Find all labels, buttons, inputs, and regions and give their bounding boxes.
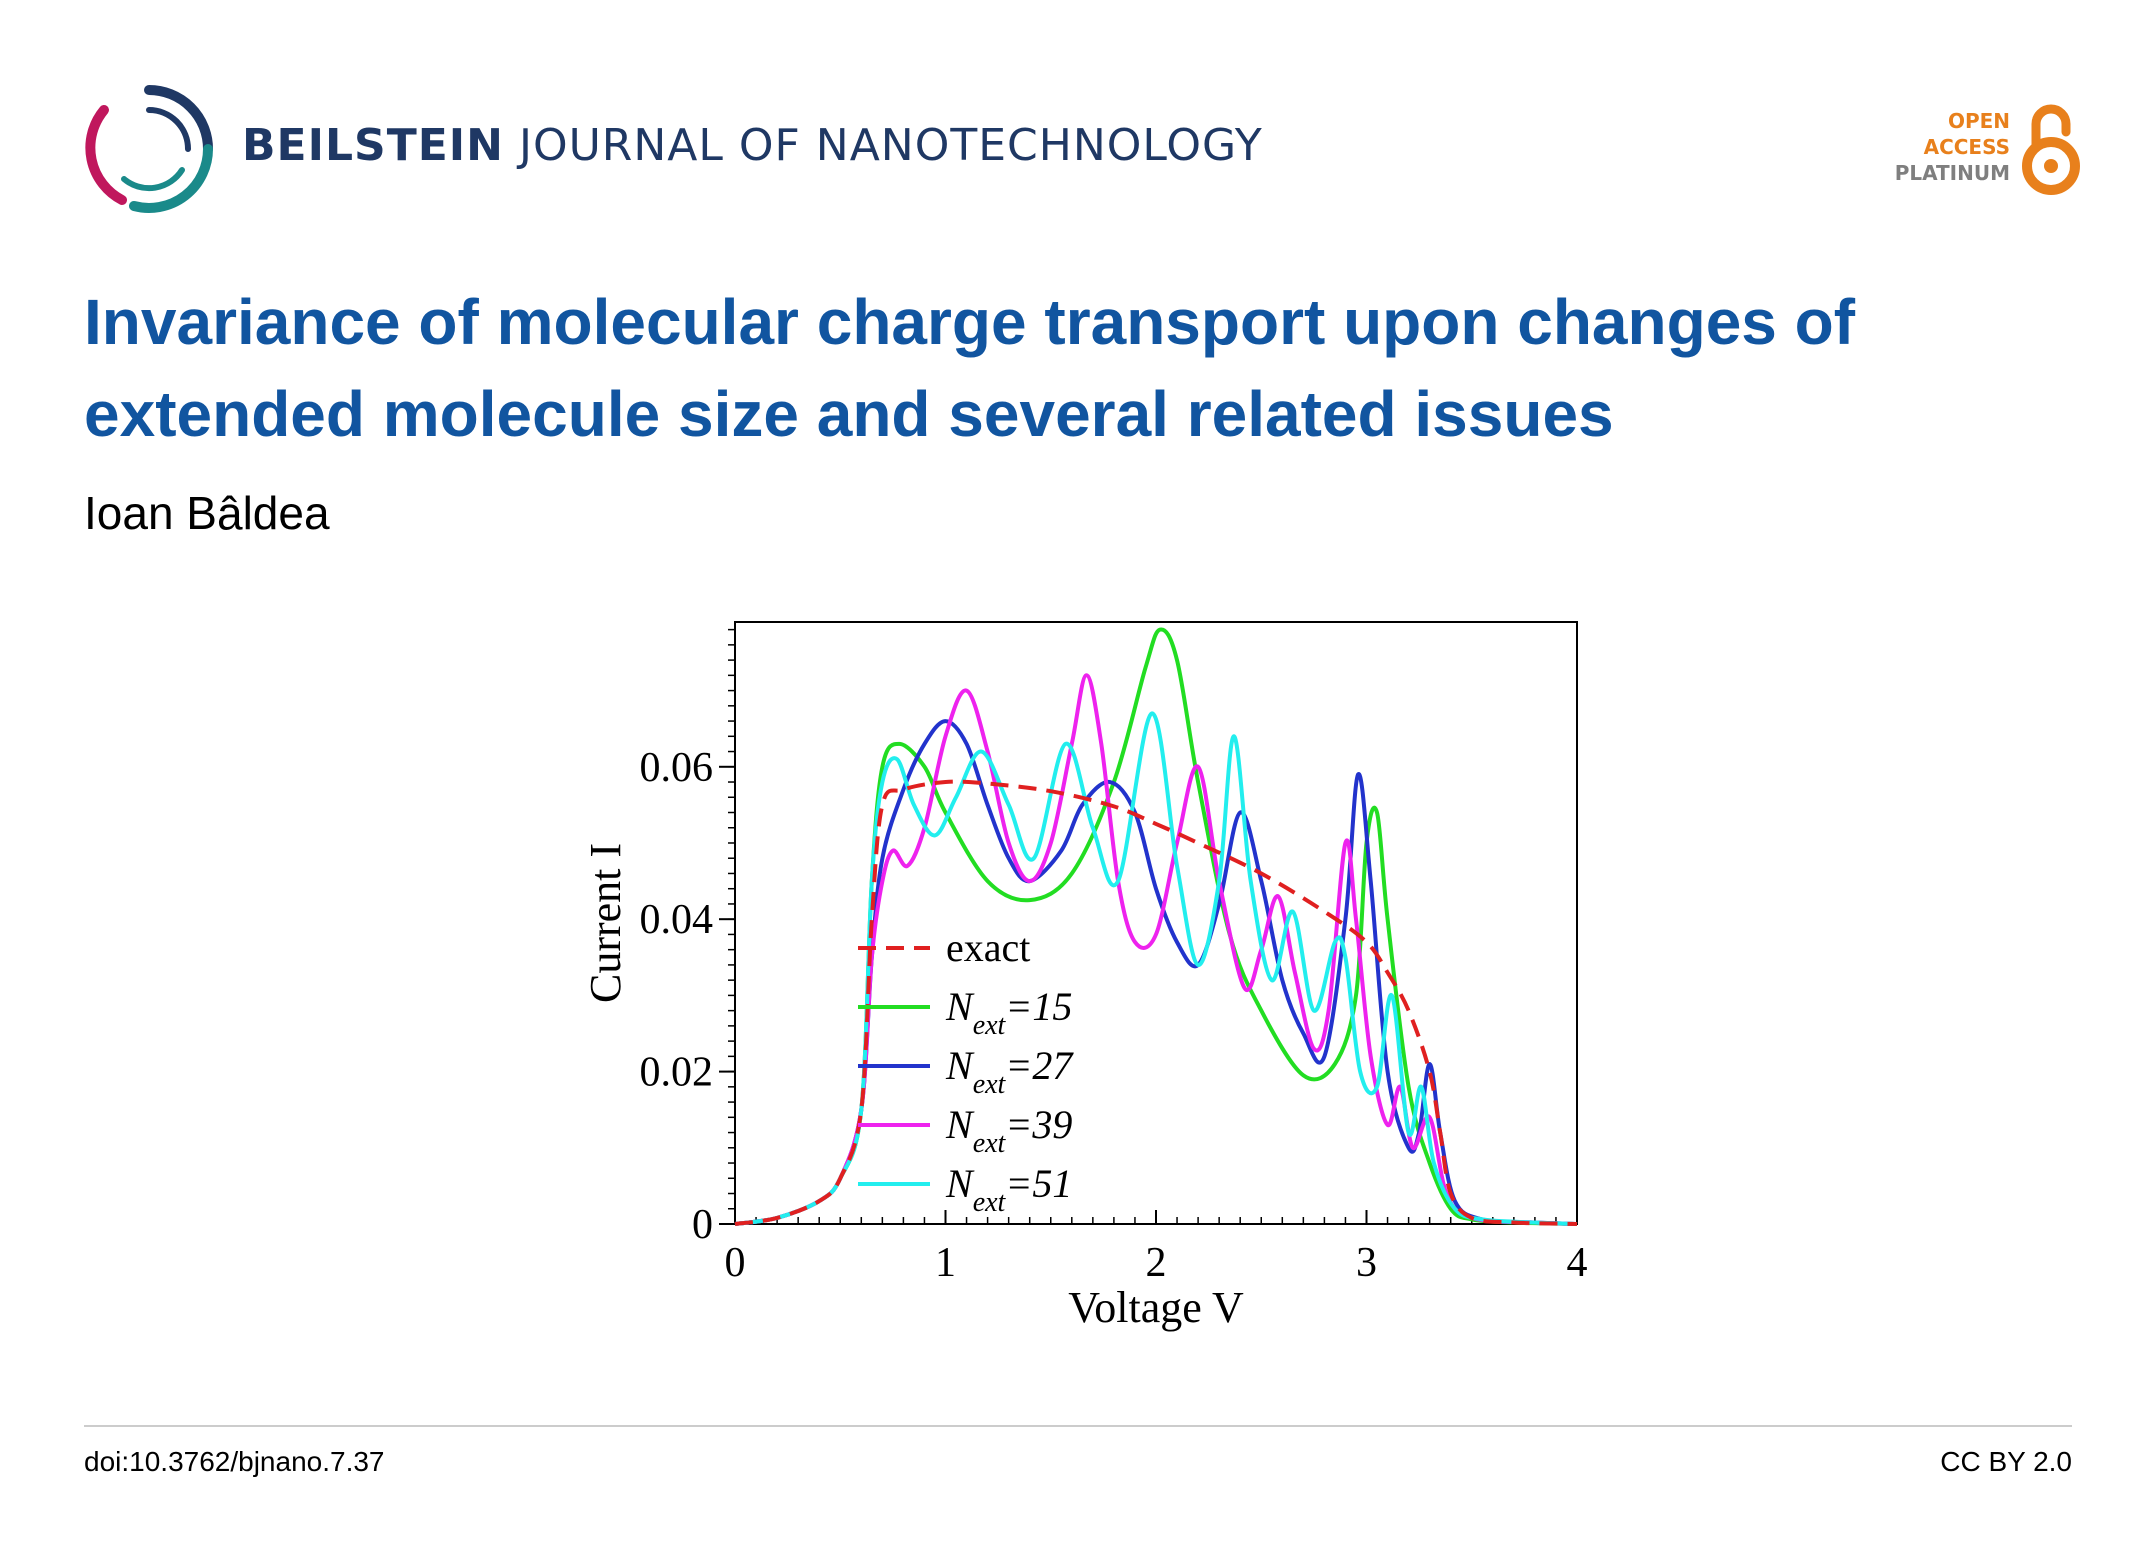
open-access-line3: PLATINUM [1894,161,2010,185]
y-tick-label: 0 [692,1202,713,1248]
article-title: Invariance of molecular charge transport… [84,286,1856,450]
journal-name-bold: BEILSTEIN [242,120,504,171]
x-tick-label: 0 [725,1240,746,1286]
open-access-line1: OPEN [1947,109,2010,133]
y-axis-ticks: 0 0.02 0.04 0.06 [640,745,735,1248]
x-tick-label: 3 [1356,1240,1377,1286]
series-line-n-39 [734,673,1578,1226]
journal-name-rest: JOURNAL OF NANOTECHNOLOGY [518,120,1263,171]
license-text: CC BY 2.0 [1940,1446,2072,1477]
footer-divider [84,1425,2072,1427]
legend-label: Next=27 [945,1043,1074,1100]
journal-name: BEILSTEIN JOURNAL OF NANOTECHNOLOGY [242,120,1263,171]
legend-label: exact [946,925,1030,970]
x-axis-label: Voltage V [1068,1283,1244,1332]
y-axis-label: Current I [581,843,630,1003]
article-author: Ioan Bâldea [84,487,330,539]
chart-series [734,627,1578,1226]
x-tick-label: 4 [1567,1240,1588,1286]
series-line-n-27 [734,719,1578,1226]
series-line-exact [734,779,1578,1226]
x-axis-ticks: 0 1 2 3 4 [725,1210,1588,1286]
y-tick-label: 0.06 [640,745,714,791]
journal-logo-icon [85,85,213,213]
open-access-badge: OPEN ACCESS PLATINUM [1880,98,2080,198]
x-tick-label: 2 [1146,1240,1167,1286]
x-tick-label: 1 [935,1240,956,1286]
doi-text: doi:10.3762/bjnano.7.37 [84,1446,385,1477]
series-line-n-51 [734,711,1578,1226]
y-minor-ticks [728,628,735,1225]
legend-label: Next=39 [945,1102,1072,1159]
legend-label: Next=51 [945,1161,1072,1218]
legend-label: Next=15 [945,984,1072,1041]
y-tick-label: 0.04 [640,897,714,943]
open-access-line2: ACCESS [1923,135,2010,159]
plot-frame [734,621,1578,1225]
open-lock-icon [2022,104,2080,195]
y-tick-label: 0.02 [640,1050,714,1096]
